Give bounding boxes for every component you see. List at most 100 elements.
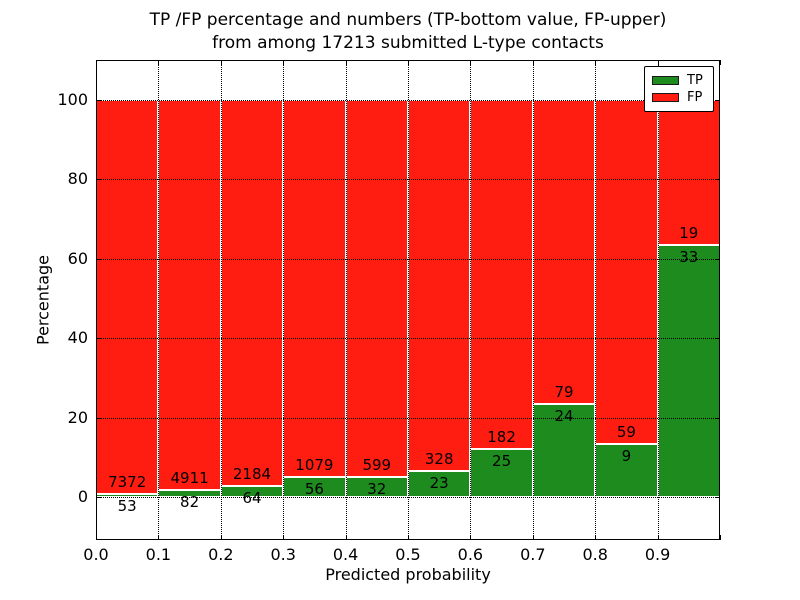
bar-count-label-fp: 328 bbox=[424, 449, 454, 468]
bar-count-label-fp: 7372 bbox=[108, 473, 147, 492]
gridline-vertical bbox=[220, 60, 222, 540]
y-tick-mark-right bbox=[715, 258, 720, 260]
x-tick-mark-top bbox=[158, 60, 160, 65]
bar-count-label-tp: 24 bbox=[554, 407, 574, 426]
bar-count-label-tp: 53 bbox=[117, 497, 137, 516]
x-tick-label: 0.7 bbox=[520, 545, 546, 564]
bar-tp bbox=[532, 404, 596, 497]
bar-fp bbox=[96, 100, 159, 495]
x-tick-label: 0.9 bbox=[644, 545, 671, 564]
x-tick-mark-top bbox=[96, 60, 97, 65]
bar-tp bbox=[595, 444, 658, 497]
x-tick-mark-top bbox=[345, 60, 347, 65]
x-tick-label: 0.4 bbox=[332, 545, 359, 564]
bar-fp bbox=[283, 100, 346, 478]
bar-count-label-fp: 1079 bbox=[295, 456, 334, 475]
plot-area: 7372 53 4911 82 2184 64 1079 56 599 32 328 23 182 25 7… bbox=[96, 60, 721, 540]
x-tick-label: 0.2 bbox=[208, 545, 234, 564]
x-tick-label: 0.6 bbox=[457, 545, 484, 564]
x-axis-label: Predicted probability bbox=[325, 565, 491, 584]
x-tick-mark-bottom bbox=[158, 535, 160, 540]
y-tick-label: 80 bbox=[67, 169, 88, 189]
x-tick-mark-bottom bbox=[532, 535, 534, 540]
gridline-vertical bbox=[657, 60, 659, 540]
legend-label-tp: TP bbox=[687, 73, 703, 88]
y-tick-mark-left bbox=[96, 258, 101, 260]
bar-fp bbox=[657, 100, 720, 246]
x-tick-label: 0.8 bbox=[582, 545, 608, 564]
x-tick-mark-bottom bbox=[96, 535, 97, 540]
x-tick-mark-bottom bbox=[408, 535, 409, 540]
y-tick-mark-left bbox=[96, 100, 101, 101]
x-tick-mark-top bbox=[595, 60, 597, 65]
x-tick-label: 0.1 bbox=[145, 545, 172, 564]
x-tick-mark-top bbox=[532, 60, 534, 65]
legend-item-fp: FP bbox=[652, 89, 713, 106]
bar-fp bbox=[345, 100, 408, 477]
y-tick-mark-right bbox=[715, 100, 720, 101]
bar-count-label-tp: 25 bbox=[492, 452, 512, 471]
fp-color-swatch bbox=[652, 93, 679, 102]
bar-count-label-fp: 59 bbox=[616, 423, 636, 442]
x-tick-mark-top bbox=[657, 60, 659, 65]
bar-fp bbox=[470, 100, 533, 450]
x-tick-mark-top bbox=[283, 60, 285, 65]
y-tick-label: 60 bbox=[67, 248, 88, 268]
bar-count-label-tp: 56 bbox=[304, 480, 324, 499]
x-tick-mark-bottom bbox=[720, 535, 721, 540]
chart-title-line2: from among 17213 submitted L-type contac… bbox=[212, 33, 604, 53]
bar-count-label-tp: 82 bbox=[180, 493, 200, 512]
y-tick-mark-left bbox=[96, 497, 101, 498]
bar-count-label-tp: 23 bbox=[429, 473, 449, 492]
gridline-vertical bbox=[158, 60, 160, 540]
bar-fp bbox=[595, 100, 658, 445]
x-tick-mark-top bbox=[408, 60, 409, 65]
x-tick-label: 0.3 bbox=[270, 545, 296, 564]
x-tick-mark-bottom bbox=[345, 535, 347, 540]
y-tick-mark-left bbox=[96, 179, 101, 181]
bar-count-label-fp: 79 bbox=[554, 383, 574, 402]
x-tick-mark-bottom bbox=[595, 535, 597, 540]
x-tick-mark-bottom bbox=[220, 535, 222, 540]
bar-fp bbox=[220, 100, 284, 486]
bar-count-label-fp: 599 bbox=[362, 455, 392, 474]
bar-fp bbox=[532, 100, 596, 405]
y-tick-mark-right bbox=[715, 497, 720, 498]
legend: TP FP bbox=[644, 66, 714, 112]
bar-count-label-tp: 32 bbox=[367, 479, 387, 498]
chart-title-line1: TP /FP percentage and numbers (TP-bottom… bbox=[149, 10, 667, 30]
x-tick-label: 0.5 bbox=[395, 545, 421, 564]
gridline-vertical bbox=[595, 60, 597, 540]
bar-count-label-fp: 182 bbox=[487, 428, 516, 447]
bar-tp bbox=[408, 470, 471, 497]
y-tick-label: 100 bbox=[57, 90, 88, 109]
gridline-vertical bbox=[470, 60, 472, 540]
gridline-vertical bbox=[408, 60, 409, 540]
legend-item-tp: TP bbox=[652, 72, 713, 89]
chart-title: TP /FP percentage and numbers (TP-bottom… bbox=[96, 9, 720, 55]
bar-count-label-tp: 9 bbox=[621, 447, 632, 466]
bar-tp bbox=[470, 449, 533, 497]
y-tick-mark-right bbox=[715, 338, 720, 340]
y-tick-mark-right bbox=[715, 179, 720, 181]
x-tick-label: 0.0 bbox=[83, 545, 109, 564]
y-tick-label: 0 bbox=[77, 487, 88, 506]
tp-color-swatch bbox=[652, 76, 679, 85]
bar-tp bbox=[657, 245, 720, 497]
bar-count-label-fp: 4911 bbox=[170, 469, 209, 488]
x-tick-mark-bottom bbox=[657, 535, 659, 540]
legend-label-fp: FP bbox=[687, 90, 703, 105]
x-tick-mark-top bbox=[220, 60, 222, 65]
gridline-vertical bbox=[532, 60, 534, 540]
bar-count-label-fp: 19 bbox=[679, 224, 699, 243]
gridline-vertical bbox=[345, 60, 347, 540]
bar-fp bbox=[408, 100, 471, 471]
y-tick-mark-left bbox=[96, 417, 101, 419]
x-tick-mark-bottom bbox=[470, 535, 472, 540]
y-tick-label: 40 bbox=[67, 328, 88, 348]
gridline-vertical bbox=[283, 60, 285, 540]
x-tick-mark-top bbox=[470, 60, 472, 65]
y-tick-label: 20 bbox=[67, 407, 88, 427]
bar-count-label-tp: 64 bbox=[242, 488, 262, 507]
